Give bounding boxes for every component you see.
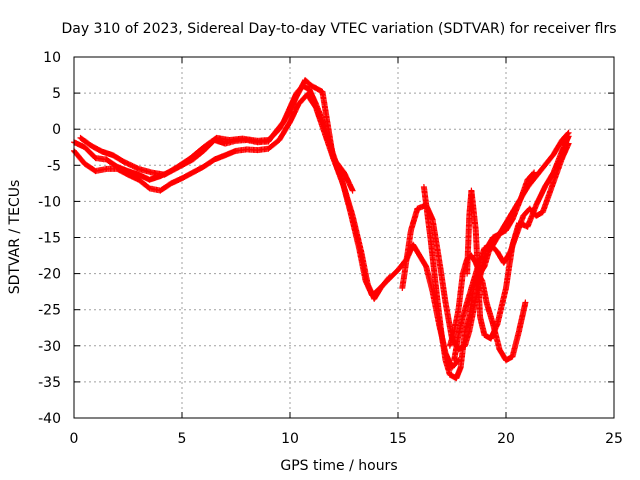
y-tick-label: -25 bbox=[38, 303, 61, 319]
data-series bbox=[71, 77, 572, 382]
x-tick-label: 15 bbox=[389, 431, 407, 447]
series-markers bbox=[71, 82, 462, 371]
series-markers bbox=[464, 133, 572, 342]
axis-ticks: 0 5 10 15 20 25 -40 -35 -30 -25 -20 -15 -10 -5 0 5 10 bbox=[38, 50, 623, 447]
series-8 bbox=[464, 133, 572, 342]
series-markers bbox=[71, 91, 393, 302]
y-tick-label: 5 bbox=[52, 86, 61, 102]
x-axis-label: GPS time / hours bbox=[280, 458, 397, 474]
y-axis-label: SDTVAR / TECUs bbox=[7, 180, 23, 295]
y-tick-label: -30 bbox=[38, 339, 61, 355]
grid bbox=[74, 57, 614, 418]
y-tick-label: 10 bbox=[43, 50, 61, 66]
series-3 bbox=[77, 77, 356, 194]
series-1 bbox=[71, 82, 462, 371]
y-tick-label: -40 bbox=[38, 411, 61, 427]
series-6 bbox=[446, 129, 572, 349]
series-markers bbox=[446, 129, 572, 349]
y-tick-label: -5 bbox=[47, 158, 61, 174]
series-markers bbox=[77, 77, 356, 194]
x-tick-label: 0 bbox=[70, 431, 79, 447]
series-2 bbox=[71, 91, 393, 302]
x-tick-label: 25 bbox=[605, 431, 623, 447]
x-tick-label: 10 bbox=[281, 431, 299, 447]
x-tick-label: 5 bbox=[178, 431, 187, 447]
y-tick-label: -20 bbox=[38, 267, 61, 283]
y-tick-label: 0 bbox=[52, 122, 61, 138]
y-tick-label: -10 bbox=[38, 194, 61, 210]
x-tick-label: 20 bbox=[497, 431, 515, 447]
y-tick-label: -15 bbox=[38, 231, 61, 247]
chart-title: Day 310 of 2023, Sidereal Day-to-day VTE… bbox=[61, 21, 616, 37]
y-tick-label: -35 bbox=[38, 375, 61, 391]
